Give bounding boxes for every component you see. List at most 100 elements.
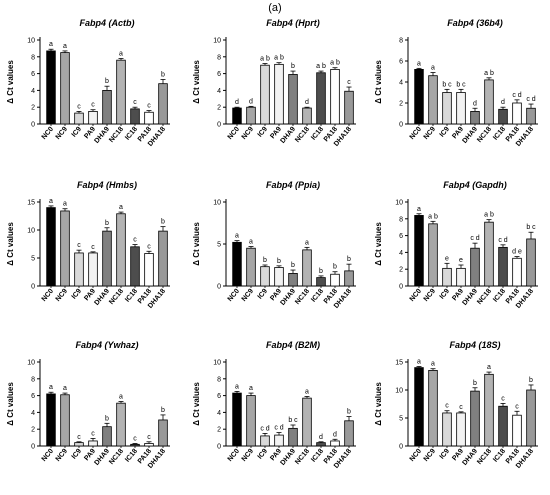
significance-letter: a [487,364,491,371]
chart-svg: Fabp4 (B2M) Δ Ct values 0 2 4 6 8 10 a NC0 a NC9 c d… [192,340,356,470]
x-tick-label: NC9 [55,448,69,463]
significance-letter: c d [512,92,521,99]
y-tick-label: 2 [31,427,35,434]
x-tick-label: NC18 [476,448,493,466]
bar [46,207,56,287]
significance-letter: a [249,239,253,246]
significance-letter: a [63,201,67,208]
significance-letter: d e [512,249,522,256]
bar [288,273,298,287]
significance-letter: c d [274,425,283,432]
significance-letter: a b [316,63,326,70]
significance-letter: c d [526,96,535,103]
y-axis-title: Δ Ct values [192,222,201,266]
x-tick-label: NC9 [241,126,255,141]
y-tick-label: 10 [27,38,35,45]
significance-letter: a [417,60,421,67]
panel-fabp4-gapdh: Fabp4 (Gapdh) Δ Ct values 0 2 4 6 8 10 a NC0 a b NC… [372,174,544,329]
y-tick-label: 10 [27,228,35,235]
bar [158,230,168,287]
chart-title: Fabp4 (36b4) [447,18,503,28]
significance-letter: b [291,63,295,70]
x-tick-label: IC9 [71,288,83,301]
significance-letter: d [501,99,505,106]
y-tick-label: 8 [217,54,221,61]
significance-letter: c [77,242,81,249]
significance-letter: a b [274,55,284,62]
significance-letter: c [459,404,463,411]
significance-letter: d [473,100,477,107]
x-tick-label: NC0 [227,448,241,463]
bar [46,50,56,125]
bar [484,221,494,287]
significance-letter: a [235,383,239,390]
significance-letter: a [431,65,435,72]
bar [232,241,242,287]
panel-fabp4-18s: Fabp4 (18S) Δ Ct values 0 5 10 15 a NC0 a NC9 c IC9… [372,334,544,489]
chart-title: Fabp4 (Ywhaz) [75,340,138,350]
y-tick-label: 0 [217,284,221,291]
y-tick-label: 8 [217,376,221,383]
y-tick-label: 6 [31,393,35,400]
chart-svg: Fabp4 (Gapdh) Δ Ct values 0 2 4 6 8 10 a NC0 a b NC… [374,180,538,310]
bar [46,393,56,447]
bar [88,111,98,125]
significance-letter: d [305,99,309,106]
bar [316,277,326,287]
bar [246,106,256,125]
bar [484,373,494,447]
x-tick-label: NC18 [476,288,493,306]
significance-letter: a [119,204,123,211]
x-tick-label: DHA9 [461,288,479,307]
panel-fabp4-actb: Fabp4 (Actb) Δ Ct values 0 2 4 6 8 10 a NC0 a NC9 c I… [4,12,176,167]
significance-letter: e [445,255,449,262]
significance-letter: c d [260,425,269,432]
x-tick-label: NC9 [55,288,69,303]
significance-letter: b [347,409,351,416]
bar [512,102,522,125]
x-tick-label: DHA9 [279,126,297,145]
significance-letter: b c [456,81,466,88]
bar [470,247,480,287]
significance-letter: a [63,43,67,50]
significance-letter: a [431,361,435,368]
x-tick-label: NC18 [294,288,311,306]
chart-svg: Fabp4 (18S) Δ Ct values 0 5 10 15 a NC0 a NC9 c IC9… [374,340,538,470]
x-tick-label: DHA9 [461,448,479,467]
bar [144,111,154,125]
x-tick-label: NC9 [241,448,255,463]
panel-fabp4-b2m: Fabp4 (B2M) Δ Ct values 0 2 4 6 8 10 a NC0 a NC9 c d… [190,334,362,489]
significance-letter: a [417,358,421,365]
significance-letter: b [333,264,337,271]
x-tick-label: NC18 [294,448,311,466]
bar [144,443,154,447]
x-tick-label: NC18 [476,126,493,144]
significance-letter: c [445,403,449,410]
bar [512,414,522,447]
significance-letter: a [417,206,421,213]
significance-letter: c [133,435,137,442]
x-tick-label: NC9 [423,448,437,463]
y-tick-label: 0 [31,122,35,129]
bar [484,79,494,125]
significance-letter: a b [484,70,494,77]
bar [526,107,536,125]
y-tick-label: 10 [213,38,221,45]
x-tick-label: NC18 [294,126,311,144]
bar [60,210,70,287]
x-tick-label: IC9 [439,126,451,139]
panel-fabp4-hmbs: Fabp4 (Hmbs) Δ Ct values 0 5 10 15 a NC0 a NC9 c IC… [4,174,176,329]
bar [74,112,84,125]
bar [102,426,112,447]
significance-letter: c [501,395,505,402]
significance-letter: b [277,258,281,265]
significance-letter: b [105,78,109,85]
significance-letter: c [147,103,151,110]
significance-letter: a [49,41,53,48]
bar [74,442,84,447]
significance-letter: d [333,431,337,438]
y-tick-label: 15 [27,200,35,207]
y-tick-label: 0 [399,122,403,129]
bar [456,412,466,447]
x-tick-label: NC0 [409,126,423,141]
